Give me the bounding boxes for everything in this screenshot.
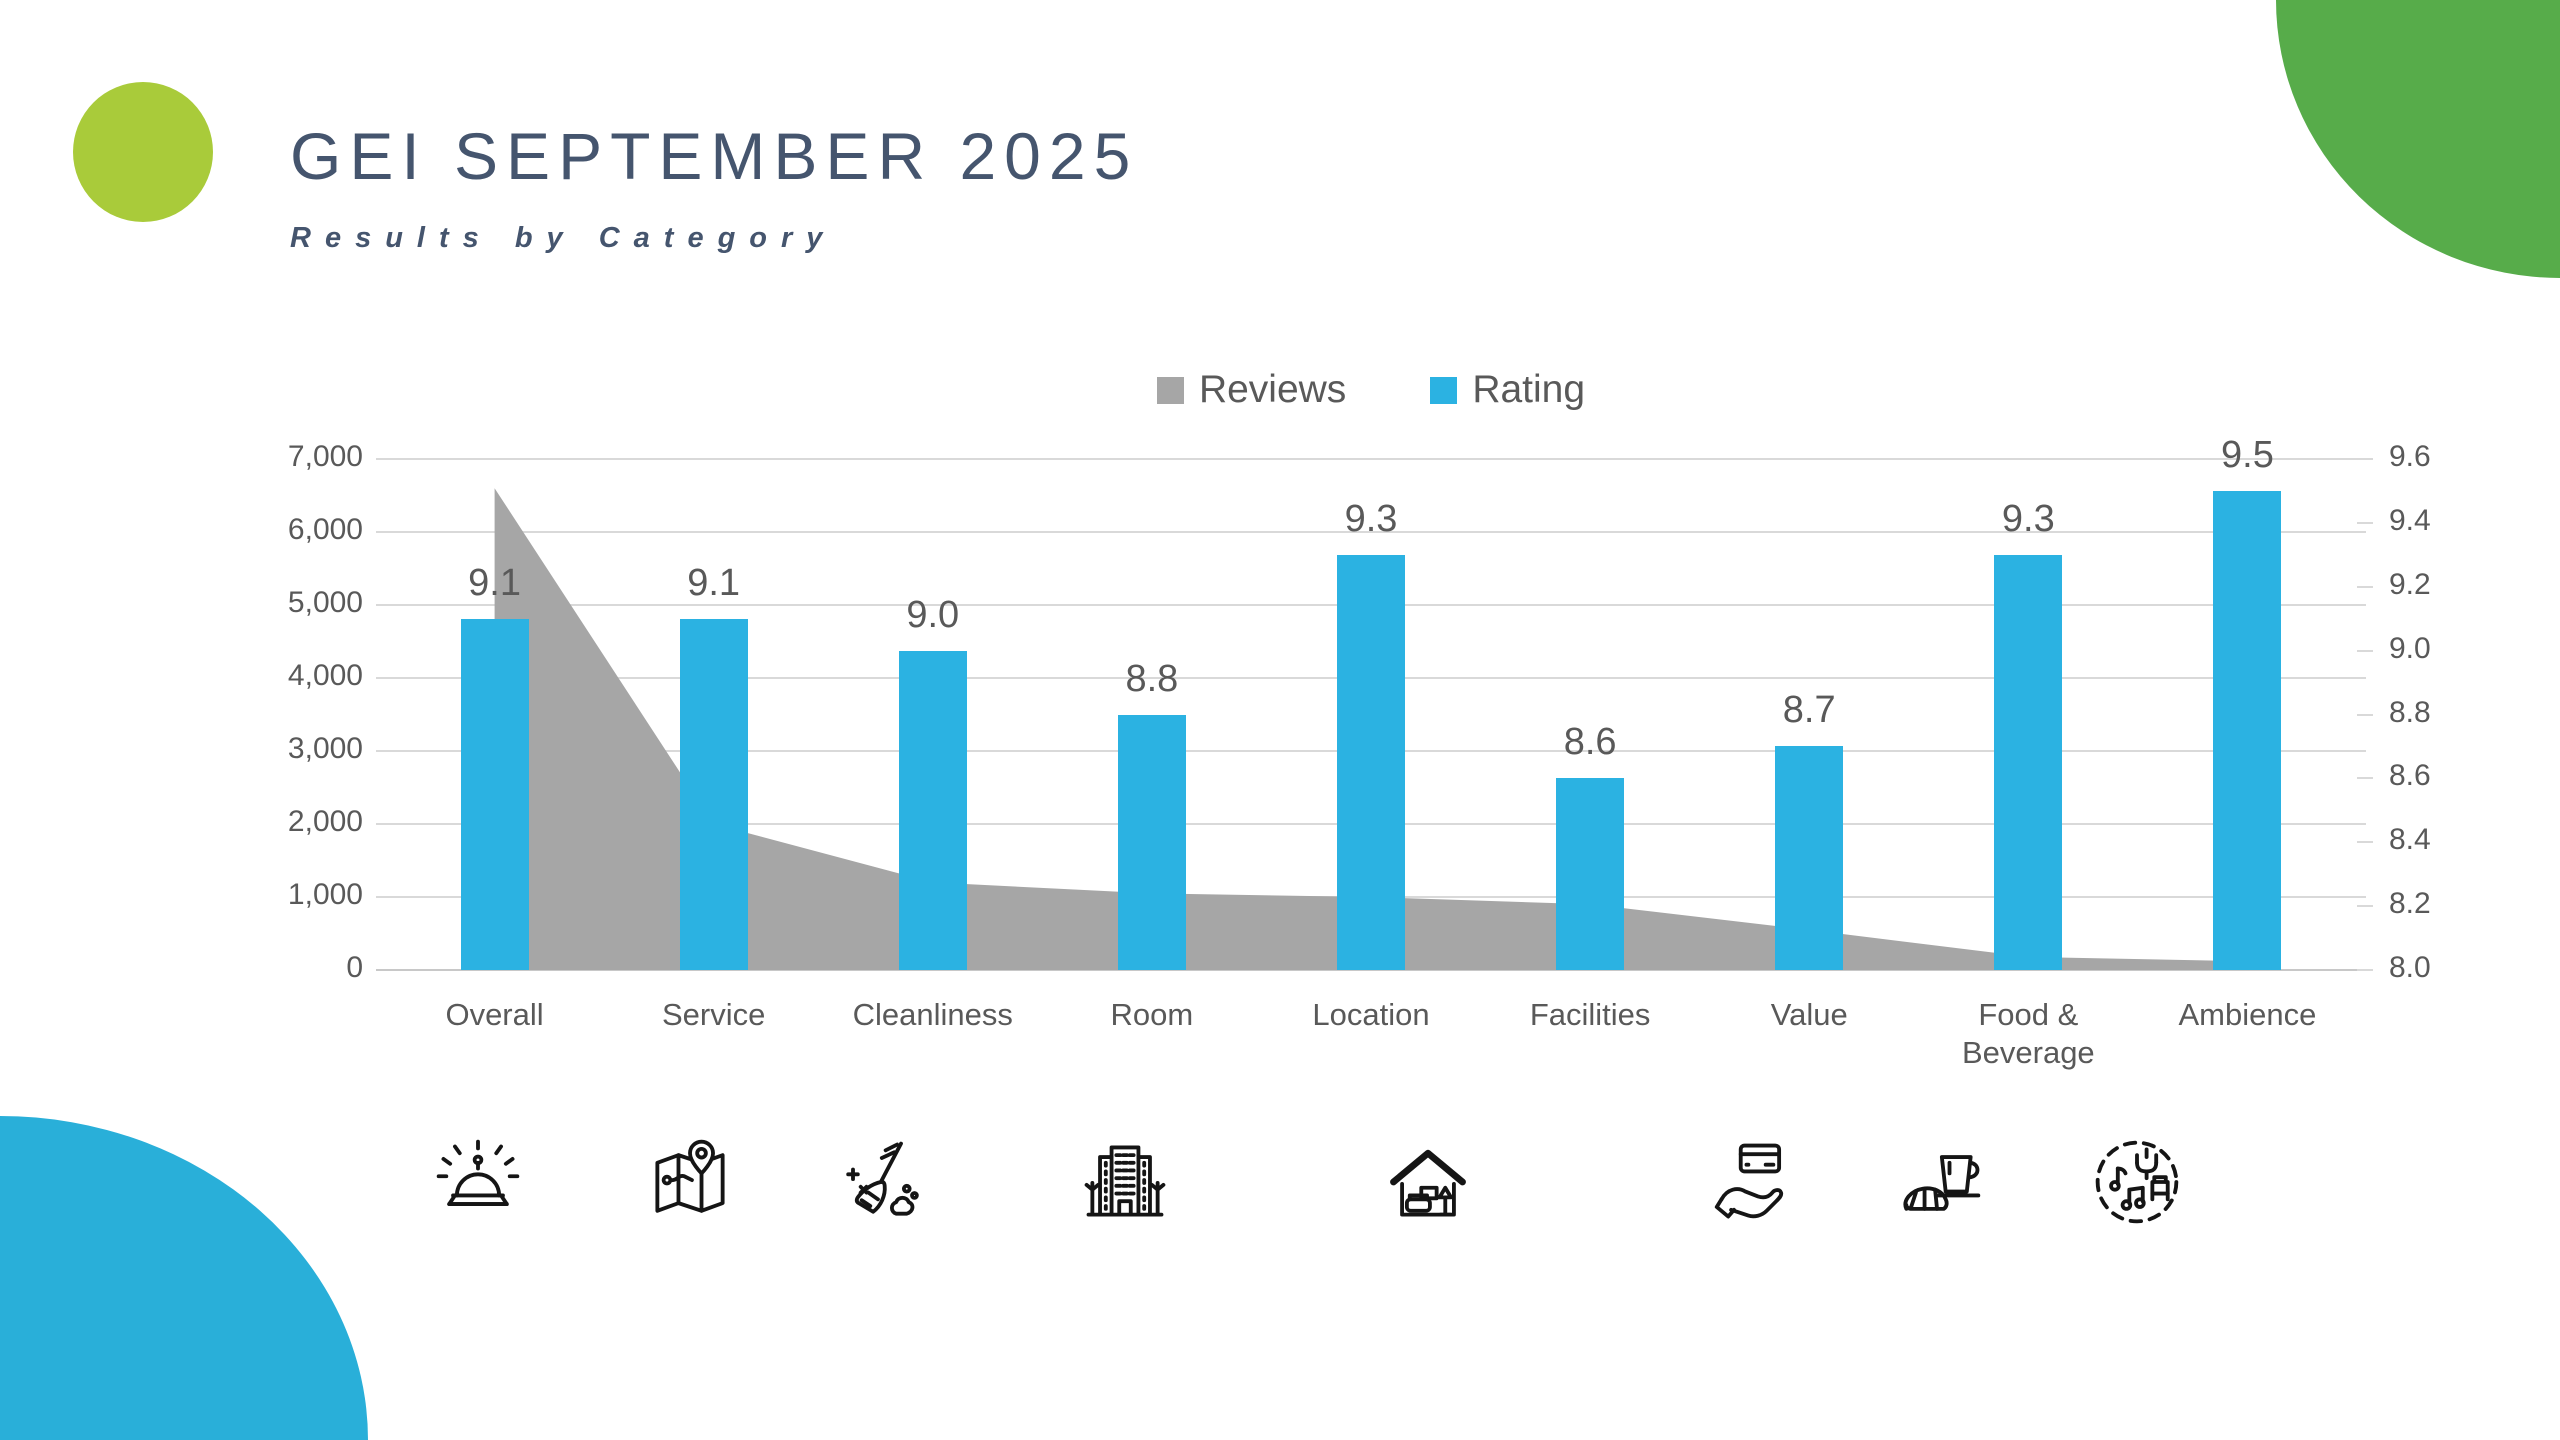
house-interior-icon <box>1380 1134 1476 1230</box>
category-axis-label: Value <box>1770 997 1848 1032</box>
left-axis-tick-label: 2,000 <box>287 805 363 838</box>
category-axis-label: Facilities <box>1529 997 1651 1032</box>
card-payment-icon <box>1710 1134 1806 1230</box>
chart-legend: Reviews Rating <box>385 368 2357 412</box>
right-axis-tick-mark <box>2357 521 2373 524</box>
right-axis-tick-mark <box>2357 458 2373 460</box>
rating-legend-swatch <box>1430 376 1458 404</box>
left-axis-tick-label: 5,000 <box>287 586 363 619</box>
right-axis-tick-mark <box>2357 585 2373 588</box>
rating-data-label: 9.1 <box>468 561 521 604</box>
category-axis-label: Food & Beverage <box>1961 997 2095 1070</box>
service-bell-icon <box>430 1134 526 1230</box>
right-axis-tick-mark <box>2357 649 2373 652</box>
rating-data-label: 9.5 <box>2221 433 2274 476</box>
left-axis-tick-label: 6,000 <box>287 513 363 546</box>
category-axis-label: Location <box>1312 997 1430 1032</box>
right-axis-tick-mark <box>2357 969 2373 971</box>
right-axis-tick-label: 9.2 <box>2389 567 2431 601</box>
right-axis-tick-label: 9.4 <box>2389 503 2431 537</box>
rating-bar-cleanliness <box>898 650 967 970</box>
rating-bar-value <box>1775 746 1844 970</box>
right-axis-tick-mark <box>2357 905 2373 908</box>
category-axis-label: Service <box>661 997 766 1032</box>
gridline <box>376 458 2366 460</box>
rating-bar-overall <box>460 618 529 970</box>
category-axis-label: Room <box>1110 997 1194 1032</box>
rating-data-label: 9.3 <box>2001 497 2055 540</box>
lime-circle-decoration <box>73 82 213 222</box>
left-axis-tick-label: 1,000 <box>287 878 363 911</box>
ambience-music-icon <box>2089 1134 2185 1230</box>
rating-bar-facilities <box>1556 778 1625 970</box>
coffee-croissant-icon <box>1890 1134 1986 1230</box>
right-axis-tick-label: 8.2 <box>2389 887 2431 921</box>
category-axis-label: Ambience <box>2178 997 2317 1032</box>
gridline <box>376 969 2366 971</box>
broom-cleaning-icon <box>829 1134 925 1230</box>
reviews-legend-swatch <box>1156 376 1184 404</box>
right-axis-tick-mark <box>2357 841 2373 844</box>
rating-bar-service <box>679 618 748 970</box>
legend-label: Reviews <box>1198 368 1347 411</box>
right-axis-tick-label: 9.0 <box>2389 631 2431 665</box>
left-axis-tick-label: 3,000 <box>287 732 363 765</box>
legend-item: Reviews <box>1156 368 1347 412</box>
left-axis-tick-label: 7,000 <box>287 440 363 473</box>
gridline <box>376 531 2366 533</box>
map-location-icon <box>642 1134 738 1230</box>
legend-item: Rating <box>1430 368 1585 412</box>
legend-label: Rating <box>1472 368 1586 411</box>
rating-bar-room <box>1117 714 1186 970</box>
rating-bar-food-beverage <box>1994 554 2063 970</box>
right-axis-tick-label: 8.8 <box>2389 695 2431 729</box>
right-axis-tick-label: 8.4 <box>2389 823 2431 857</box>
hotel-building-icon <box>1077 1134 1173 1230</box>
rating-bar-location <box>1337 554 1405 970</box>
rating-data-label: 9.1 <box>687 561 741 604</box>
chart-plot-area: 0 1,000 2,000 3,000 4,000 5,000 6,000 7,000 8.0 8… <box>288 434 2431 1070</box>
rating-data-label: 9.0 <box>906 593 960 636</box>
right-axis-tick-label: 8.0 <box>2389 951 2431 984</box>
rating-data-label: 8.8 <box>1125 657 1179 700</box>
rating-data-label: 8.7 <box>1782 689 1836 732</box>
header: GEI SEPTEMBER 2025 Results by Category <box>290 118 1138 255</box>
rating-data-label: 9.3 <box>1344 497 1398 540</box>
right-axis-tick-mark <box>2357 777 2373 780</box>
page-title: GEI SEPTEMBER 2025 <box>290 119 1139 193</box>
green-corner-decoration <box>2276 0 2560 278</box>
left-axis-tick-label: 4,000 <box>287 659 363 692</box>
category-axis-label: Overall <box>445 997 544 1032</box>
right-axis-tick-label: 8.6 <box>2389 759 2431 793</box>
rating-data-label: 8.6 <box>1563 721 1617 764</box>
category-axis-label: Cleanliness <box>852 997 1013 1032</box>
reviews-area-series <box>494 488 2248 970</box>
right-axis-tick-mark <box>2357 713 2373 716</box>
right-axis-tick-label: 9.6 <box>2389 440 2431 473</box>
rating-bar-ambience <box>2213 490 2282 970</box>
blue-corner-decoration <box>0 1116 368 1440</box>
left-axis-tick-label: 0 <box>346 951 363 984</box>
page-subtitle: Results by Category <box>290 222 837 254</box>
